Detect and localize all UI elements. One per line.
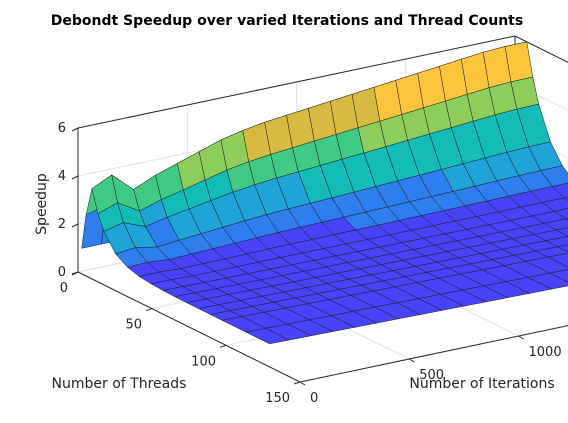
z-tick-label: 4: [58, 169, 66, 184]
y-axis-line: [77, 271, 301, 383]
z-tick-mark: [71, 175, 79, 180]
x-tick-label: 1000: [529, 345, 562, 360]
z-tick-mark: [71, 127, 79, 132]
z-tick-label: 6: [58, 121, 66, 136]
y-tick-label: 50: [125, 318, 142, 333]
tick-labels: 05001000150020000501001500246: [58, 121, 562, 406]
y-tick-mark: [293, 381, 301, 385]
chart-title: Debondt Speedup over varied Iterations a…: [51, 13, 523, 29]
x-tick-mark: [408, 358, 415, 363]
y-tick-label: 0: [60, 281, 68, 296]
box-edge: [514, 35, 568, 63]
z-axis-label: Speedup: [34, 173, 50, 235]
surface-mesh: [81, 41, 568, 345]
grid-line-side-z: [514, 83, 568, 111]
y-tick-mark: [145, 308, 153, 312]
x-tick-label: 500: [419, 368, 444, 383]
x-tick-mark: [518, 335, 524, 340]
y-tick-label: 100: [191, 354, 216, 369]
z-tick-label: 0: [58, 265, 66, 280]
y-tick-label: 150: [265, 391, 290, 406]
x-tick-mark: [299, 381, 306, 386]
x-axis-label: Number of Iterations: [409, 376, 554, 392]
x-tick-label: 0: [310, 391, 318, 406]
z-tick-mark: [71, 223, 79, 228]
box-edge: [77, 35, 516, 129]
y-tick-mark: [219, 344, 227, 348]
y-axis-label: Number of Threads: [52, 376, 187, 392]
surface-face: [245, 328, 290, 345]
z-tick-label: 2: [58, 217, 66, 232]
z-tick-mark: [71, 271, 79, 276]
